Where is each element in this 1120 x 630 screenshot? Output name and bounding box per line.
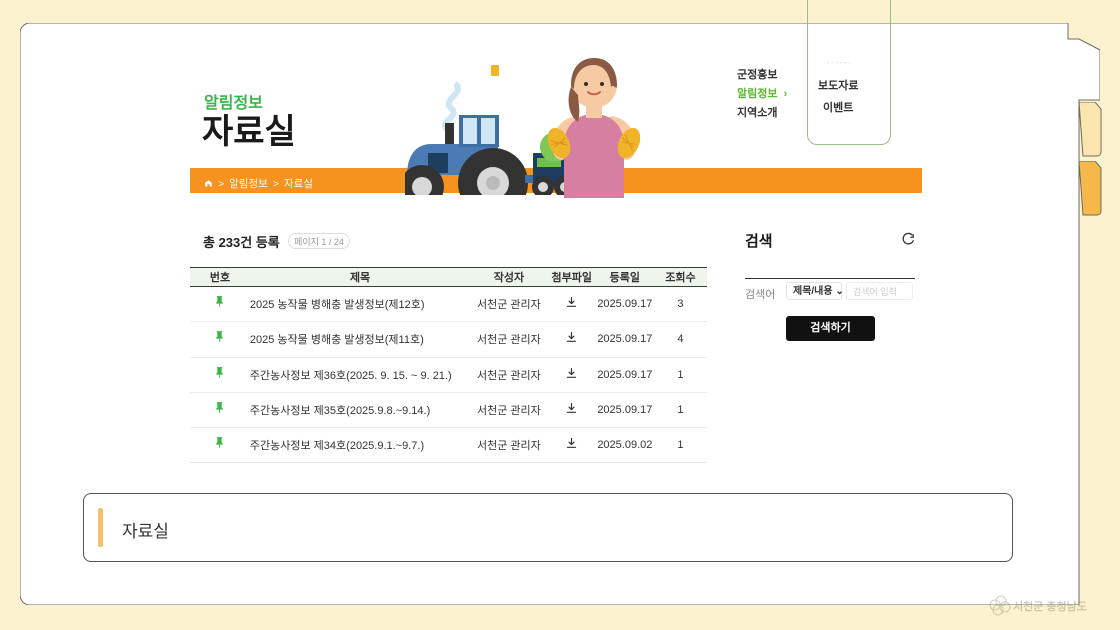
svg-text:서천군 충청남도: 서천군 충청남도 [1013, 599, 1087, 613]
